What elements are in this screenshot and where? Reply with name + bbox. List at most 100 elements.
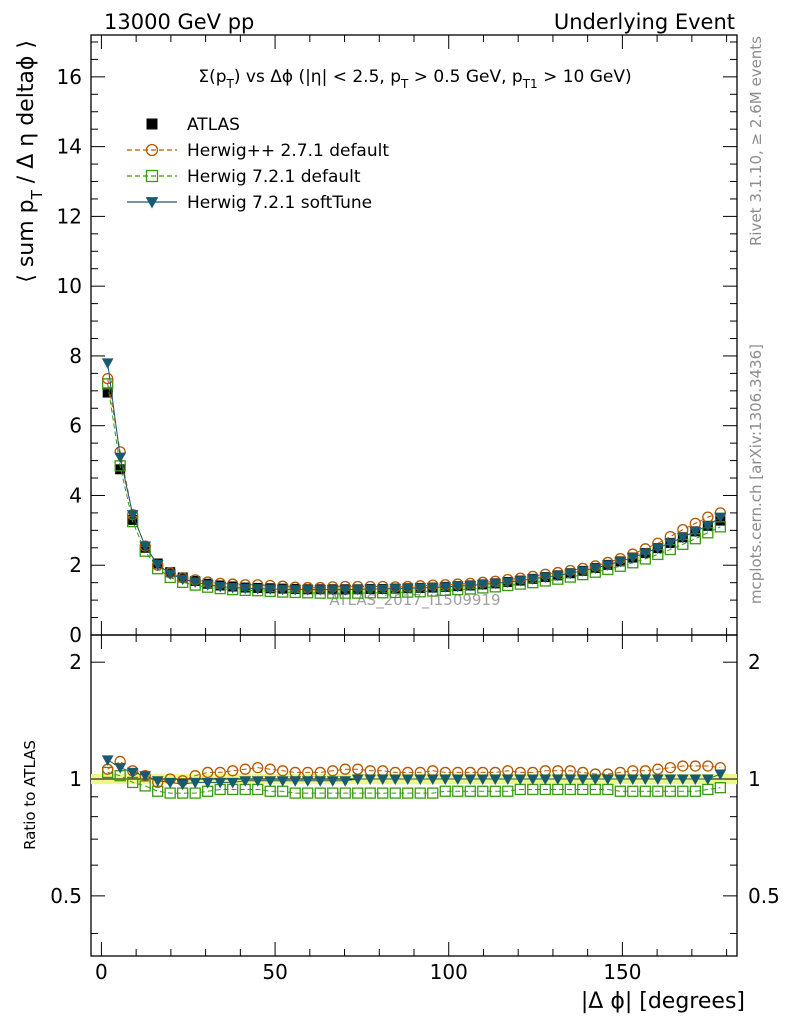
legend-label: Herwig++ 2.7.1 default <box>187 141 389 161</box>
ratio-data-point <box>689 785 701 797</box>
data-point <box>426 583 439 594</box>
data-point <box>551 570 564 582</box>
ratio-data-point <box>327 787 339 799</box>
ratio-data-point <box>614 774 627 786</box>
data-point <box>164 569 177 580</box>
ratio-data-point <box>139 771 152 782</box>
ratio-y-tick-label-right: 0.5 <box>748 884 780 908</box>
ratio-data-point <box>327 765 339 777</box>
data-point <box>189 577 202 589</box>
data-point <box>614 556 627 568</box>
data-point <box>414 583 427 594</box>
main-y-tick-label: 16 <box>57 65 82 89</box>
data-point <box>326 585 339 596</box>
ratio-y-tick-label-right: 2 <box>748 650 761 674</box>
ratio-data-point <box>514 774 527 786</box>
main-y-tick-label: 0 <box>69 623 82 647</box>
legend-label: Herwig 7.2.1 softTune <box>187 193 372 213</box>
data-point <box>264 584 277 595</box>
ratio-data-point <box>451 774 464 786</box>
ratio-data-point <box>664 785 676 797</box>
data-point <box>176 574 189 586</box>
ratio-series-layer <box>101 755 727 799</box>
x-axis-label: |Δ ϕ| [degrees] <box>581 989 745 1014</box>
data-point <box>226 583 239 594</box>
ratio-data-point <box>614 785 626 797</box>
ratio-data-point <box>539 774 552 786</box>
ratio-data-point <box>301 776 314 787</box>
data-point <box>501 577 514 589</box>
legend-label: Herwig 7.2.1 default <box>187 167 361 187</box>
data-point <box>601 560 614 571</box>
main-y-tick-label: 4 <box>69 483 82 507</box>
data-point <box>314 585 327 596</box>
ratio-series-line <box>107 771 721 794</box>
ratio-y-axis-label: Ratio to ATLAS <box>21 740 39 850</box>
ratio-data-point <box>689 760 701 772</box>
data-point <box>389 584 402 595</box>
ratio-data-point <box>377 787 389 799</box>
rivet-side-label: Rivet 3.1.10, ≥ 2.6M events <box>747 36 765 246</box>
ratio-data-point <box>652 785 664 797</box>
ratio-series-herwig-7-2-1-softtune <box>101 755 727 791</box>
ratio-data-point <box>126 767 139 779</box>
ratio-data-point <box>176 779 189 791</box>
legend: ATLAS Herwig++ 2.7.1 default Herwig 7.2.1 … <box>127 115 389 213</box>
ratio-data-point <box>364 774 377 786</box>
ratio-y-tick-label: 1 <box>69 767 82 791</box>
header-right: Underlying Event <box>554 10 735 34</box>
analysis-watermark: ATLAS_2017_I1509919 <box>329 591 500 610</box>
header-left: 13000 GeV pp <box>104 10 254 34</box>
ratio-data-point <box>352 763 364 775</box>
data-point <box>239 583 252 595</box>
legend-label: ATLAS <box>187 115 240 135</box>
ratio-data-point <box>551 774 564 786</box>
ratio-series-herwig-7-2-1-default <box>102 766 726 799</box>
ratio-data-point <box>114 763 127 774</box>
data-point <box>689 526 702 538</box>
ratio-data-point <box>676 774 689 786</box>
ratio-data-point <box>164 777 177 789</box>
legend-entry: Herwig++ 2.7.1 default <box>127 141 389 161</box>
data-point <box>201 580 214 591</box>
ratio-data-point <box>651 774 664 786</box>
ratio-series-line <box>107 760 721 783</box>
data-point <box>102 387 113 398</box>
ratio-data-point <box>201 777 214 789</box>
ratio-data-point <box>277 765 289 777</box>
ratio-data-point <box>414 774 427 786</box>
data-point <box>401 583 414 595</box>
ratio-data-point <box>664 774 677 786</box>
ratio-data-point <box>714 769 727 781</box>
ratio-data-point <box>626 774 639 786</box>
ratio-data-point <box>502 785 514 797</box>
ratio-data-point <box>526 774 539 786</box>
ratio-data-point <box>102 766 114 779</box>
x-tick-label: 100 <box>430 960 468 984</box>
main-y-tick-label: 2 <box>69 553 82 577</box>
ratio-data-point <box>689 774 702 786</box>
ratio-data-point <box>214 766 226 779</box>
ratio-data-point <box>326 776 339 787</box>
data-point <box>701 521 714 532</box>
data-point <box>639 548 652 560</box>
ratio-data-point <box>376 774 389 786</box>
ratio-data-point <box>239 776 252 787</box>
ratio-data-point <box>364 787 376 799</box>
data-point <box>526 574 539 585</box>
main-panel-ticks <box>91 35 737 636</box>
data-point <box>351 584 364 596</box>
data-point <box>476 579 489 591</box>
data-point <box>714 512 727 524</box>
ratio-data-point <box>264 763 276 775</box>
data-point <box>101 358 114 369</box>
ratio-y-tick-label: 0.5 <box>50 884 82 908</box>
series-line <box>107 383 721 594</box>
legend-marker <box>145 169 159 183</box>
ratio-data-point <box>464 774 477 786</box>
main-y-tick-label: 8 <box>69 344 82 368</box>
data-point <box>589 563 602 575</box>
data-point <box>276 584 289 596</box>
legend-marker <box>146 118 158 130</box>
